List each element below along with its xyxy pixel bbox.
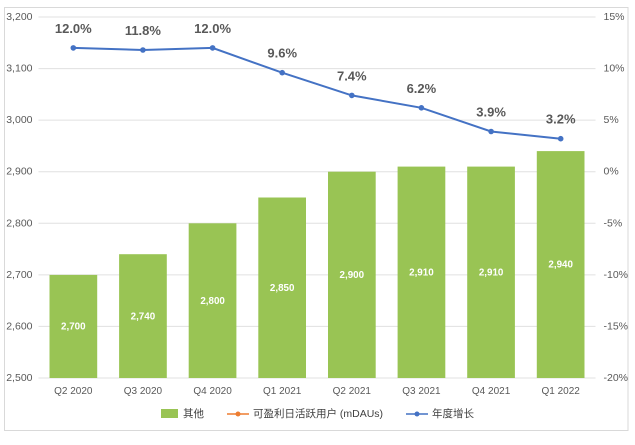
svg-text:3,000: 3,000 (6, 114, 32, 126)
svg-text:2,940: 2,940 (548, 260, 573, 271)
svg-text:-15%: -15% (604, 320, 629, 332)
svg-text:3,200: 3,200 (6, 11, 32, 23)
svg-text:2,910: 2,910 (479, 268, 504, 279)
svg-text:12.0%: 12.0% (194, 21, 231, 36)
svg-text:-5%: -5% (604, 217, 623, 229)
svg-text:Q2 2021: Q2 2021 (333, 386, 372, 397)
svg-text:2,900: 2,900 (340, 270, 365, 281)
svg-text:2,800: 2,800 (6, 217, 32, 229)
svg-text:5%: 5% (604, 114, 619, 126)
svg-text:10%: 10% (604, 63, 625, 75)
svg-text:2,900: 2,900 (6, 166, 32, 178)
svg-text:9.6%: 9.6% (267, 46, 297, 61)
svg-text:3.2%: 3.2% (546, 112, 576, 127)
svg-text:12.0%: 12.0% (55, 21, 92, 36)
svg-text:0%: 0% (604, 166, 619, 178)
svg-text:3,100: 3,100 (6, 63, 32, 75)
svg-text:Q3 2021: Q3 2021 (402, 386, 441, 397)
svg-text:7.4%: 7.4% (337, 68, 367, 83)
svg-text:2,500: 2,500 (6, 372, 32, 384)
svg-text:2,800: 2,800 (200, 296, 225, 307)
svg-text:-10%: -10% (604, 269, 629, 281)
svg-text:Q1 2022: Q1 2022 (542, 386, 581, 397)
svg-text:Q4 2021: Q4 2021 (472, 386, 511, 397)
svg-text:2,600: 2,600 (6, 320, 32, 332)
svg-text:15%: 15% (604, 11, 625, 23)
svg-text:2,850: 2,850 (270, 283, 295, 294)
svg-text:2,700: 2,700 (6, 269, 32, 281)
svg-text:2,740: 2,740 (131, 311, 156, 322)
svg-text:Q4 2020: Q4 2020 (193, 386, 232, 397)
svg-text:2,910: 2,910 (409, 268, 434, 279)
svg-text:6.2%: 6.2% (407, 81, 437, 96)
svg-text:2,700: 2,700 (61, 322, 86, 333)
svg-text:Q1 2021: Q1 2021 (263, 386, 302, 397)
svg-text:3.9%: 3.9% (476, 105, 506, 120)
svg-text:Q2 2020: Q2 2020 (54, 386, 93, 397)
svg-text:11.8%: 11.8% (125, 23, 162, 38)
svg-text:-20%: -20% (604, 372, 629, 384)
svg-text:Q3 2020: Q3 2020 (124, 386, 163, 397)
